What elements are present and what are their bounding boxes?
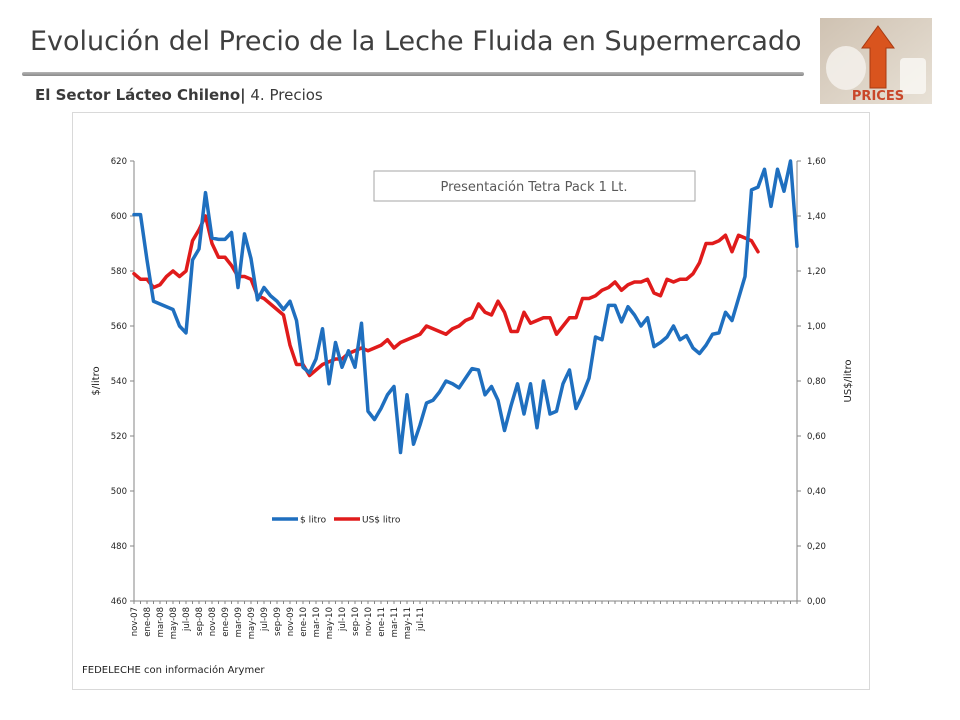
source-note: FEDELECHE con información Arymer [82, 665, 265, 676]
y-tick-label-left: 620 [111, 157, 127, 167]
y-tick-label-right: 0,60 [807, 432, 826, 442]
section-chapter: 4. Precios [245, 86, 323, 104]
y-tick-label-right: 0,40 [807, 487, 826, 497]
series-line-usd [132, 214, 760, 378]
y-tick-label-left: 480 [111, 542, 127, 552]
x-tick-label: jul-11 [416, 607, 426, 632]
prices-logo: PRICES [820, 18, 932, 104]
x-tick-label: may-08 [169, 607, 179, 639]
legend-label-peso: $ litro [300, 516, 327, 526]
x-tick-label: sep-08 [195, 607, 205, 636]
legend-label-usd: US$ litro [362, 516, 401, 526]
y-tick-label-left: 580 [111, 267, 127, 277]
x-tick-label: sep-09 [273, 607, 283, 636]
series-line-peso [132, 159, 799, 455]
x-tick-label: ene-11 [377, 607, 387, 637]
x-tick-label: ene-09 [221, 607, 231, 637]
x-tick-label: nov-08 [208, 607, 218, 636]
legend: $ litro US$ litro [272, 516, 401, 526]
x-tick-label: jul-09 [260, 607, 270, 632]
y-tick-label-left: 500 [111, 487, 127, 497]
y-tick-label-right: 1,00 [807, 322, 826, 332]
x-tick-label: may-09 [247, 607, 257, 639]
x-tick-label: sep-10 [351, 607, 361, 636]
section-breadcrumb: El Sector Lácteo Chileno| 4. Precios [35, 86, 323, 104]
x-tick-label: mar-11 [390, 607, 400, 637]
y-axis-left-label: $/litro [91, 366, 102, 395]
x-tick-label: nov-09 [286, 607, 296, 636]
x-tick-label: jul-08 [182, 607, 192, 632]
logo-text: PRICES [852, 89, 904, 104]
y-tick-label-left: 460 [111, 597, 127, 607]
x-tick-label: nov-10 [364, 607, 374, 636]
y-axis-right-label: US$/litro [843, 360, 854, 403]
y-tick-label-left: 540 [111, 377, 127, 387]
section-name: El Sector Lácteo Chileno| [35, 86, 246, 104]
x-tick-label: jul-10 [338, 607, 348, 632]
y-tick-label-right: 1,40 [807, 212, 826, 222]
title-divider [22, 72, 804, 76]
page-title: Evolución del Precio de la Leche Fluida … [30, 26, 802, 57]
y-tick-label-right: 0,00 [807, 597, 826, 607]
x-tick-label: ene-10 [299, 607, 309, 637]
y-tick-label-right: 1,20 [807, 267, 826, 277]
x-tick-label: mar-10 [312, 607, 322, 637]
y-tick-label-right: 0,80 [807, 377, 826, 387]
x-tick-label: may-11 [403, 607, 413, 639]
x-tick-label: mar-09 [234, 607, 244, 637]
x-tick-label: ene-08 [143, 607, 153, 637]
x-tick-label: may-10 [325, 607, 335, 639]
annotation-box [373, 170, 696, 202]
y-tick-label-left: 600 [111, 212, 127, 222]
y-tick-label-right: 1,60 [807, 157, 826, 167]
y-tick-label-right: 0,20 [807, 542, 826, 552]
x-tick-label: nov-07 [130, 607, 140, 636]
y-tick-label-left: 560 [111, 322, 127, 332]
chart-annotation: Presentación Tetra Pack 1 Lt. [440, 180, 627, 195]
x-tick-label: mar-08 [156, 607, 166, 637]
y-tick-label-left: 520 [111, 432, 127, 442]
